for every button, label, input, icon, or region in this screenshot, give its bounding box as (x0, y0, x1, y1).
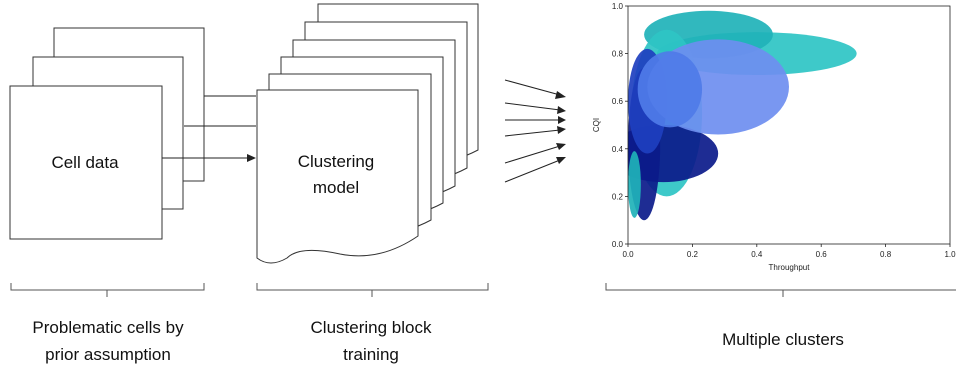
y-tick-label: 0.8 (612, 50, 624, 59)
model-title-line2: model (313, 178, 359, 197)
x-tick-label: 0.6 (816, 250, 828, 259)
x-axis-label: Throughput (769, 263, 811, 272)
cluster-plot: 0.0 0.2 0.4 0.6 0.8 1.0 0.0 0.2 0.4 0.6 0.8 1.0 Th… (592, 2, 956, 272)
y-tick-label: 1.0 (612, 2, 624, 11)
y-axis-ticks: 0.0 0.2 0.4 0.6 0.8 1.0 (612, 2, 628, 249)
output-arrowhead (556, 157, 566, 164)
x-tick-label: 1.0 (944, 250, 956, 259)
model-caption-line1: Clustering block (311, 318, 432, 337)
cell-brace (10, 283, 205, 297)
y-tick-label: 0.4 (612, 145, 624, 154)
model-stack (256, 3, 479, 264)
input-arrowhead (247, 154, 256, 162)
plot-caption: Multiple clusters (722, 330, 844, 349)
y-tick-label: 0.6 (612, 97, 624, 106)
y-tick-label: 0.0 (612, 240, 624, 249)
plot-brace (605, 283, 956, 297)
cell-caption-line2: prior assumption (45, 345, 171, 364)
output-arrowheads (555, 91, 566, 164)
output-arrow (504, 102, 561, 111)
x-tick-label: 0.0 (622, 250, 634, 259)
output-arrowhead (555, 91, 566, 99)
plot-frame (627, 5, 951, 245)
cluster-blob-8 (637, 51, 703, 128)
model-caption-line2: training (343, 345, 399, 364)
model-brace (256, 283, 489, 297)
x-tick-label: 0.4 (751, 250, 763, 259)
x-axis-ticks: 0.0 0.2 0.4 0.6 0.8 1.0 (622, 244, 956, 259)
x-tick-label: 0.8 (880, 250, 892, 259)
output-arrow (504, 159, 561, 183)
input-connectors (162, 95, 256, 159)
output-arrows (504, 79, 561, 183)
cell-data-stack (9, 27, 205, 240)
cluster-blob-9 (628, 151, 641, 218)
output-arrowhead (557, 126, 566, 134)
y-axis-label: CQI (592, 118, 601, 132)
output-arrow (504, 145, 561, 164)
cell-page-front (9, 85, 163, 240)
output-arrowhead (558, 116, 566, 124)
model-page-front (256, 89, 419, 264)
cluster-blob-4 (628, 125, 719, 183)
output-arrow (504, 79, 561, 96)
x-tick-label: 0.2 (687, 250, 699, 259)
output-arrowhead (557, 106, 566, 114)
cell-data-title: Cell data (51, 153, 119, 172)
model-title-line1: Clustering (298, 152, 375, 171)
cell-caption-line1: Problematic cells by (32, 318, 184, 337)
y-tick-label: 0.2 (612, 192, 624, 201)
output-arrowhead (556, 143, 566, 150)
cluster-blobs (628, 10, 857, 221)
braces (10, 283, 956, 297)
output-arrow (504, 129, 561, 137)
